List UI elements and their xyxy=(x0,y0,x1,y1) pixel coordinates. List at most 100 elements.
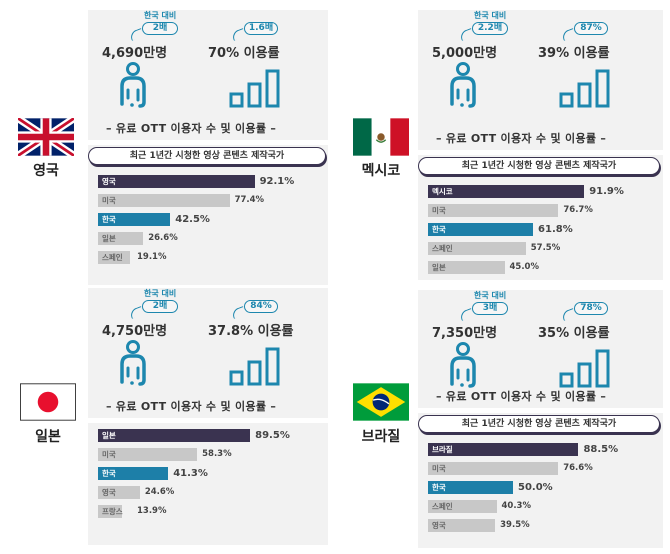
bar-value-label: 89.5% xyxy=(255,430,290,441)
bar-category-label: 영국 xyxy=(432,521,446,530)
usage-rate-suffix: 이용률 xyxy=(569,326,610,341)
usage-rate-number: 70% xyxy=(208,46,240,61)
bar-other xyxy=(98,232,144,245)
bar-category-label: 영국 xyxy=(102,488,116,497)
bar-other xyxy=(428,519,496,532)
person-icon xyxy=(116,340,150,392)
bar-home xyxy=(428,443,579,456)
bar-category-label: 스페인 xyxy=(432,244,453,253)
bar-value-label: 76.7% xyxy=(563,205,593,215)
usage-rate-number: 37.8% xyxy=(208,324,254,339)
content-origin-chart: 최근 1년간 시청한 영상 콘텐츠 제작국가 영국 92.1% 미국 77.4% 한국 42… xyxy=(88,145,328,285)
paid-subscribers-value: 4,690만명 xyxy=(102,46,168,61)
bar-category-label: 미국 xyxy=(102,450,116,459)
bar-value-label: 24.6% xyxy=(144,487,175,497)
bar-category-label: 영국 xyxy=(102,177,116,186)
chart-title: 최근 1년간 시청한 영상 콘텐츠 제작국가 xyxy=(418,157,660,175)
subscribers-vs-korea-badge: 2배 xyxy=(142,22,178,35)
usage-rate-value: 35% 이용률 xyxy=(538,322,610,341)
chart-title: 최근 1년간 시청한 영상 콘텐츠 제작국가 xyxy=(418,415,660,433)
bar-value-label: 88.5% xyxy=(583,444,619,455)
country-name: 영국 xyxy=(33,163,59,179)
usage-rate-value: 39% 이용률 xyxy=(538,42,610,61)
subscribers-vs-korea-badge: 2.2배 xyxy=(472,22,508,35)
content-origin-chart: 일본 89.5% 미국 58.3% 한국 41.3% 영국 24.6% 프랑스 13.9% xyxy=(88,423,328,545)
person-icon xyxy=(446,62,480,114)
bar-chart-icon xyxy=(228,68,292,112)
bar-value-label: 13.9% xyxy=(137,506,167,516)
bar-category-label: 멕시코 xyxy=(432,187,453,196)
bar-category-label: 일본 xyxy=(432,263,446,272)
usage-vs-korea-badge: 84% xyxy=(244,300,278,313)
bar-other xyxy=(98,194,230,207)
bar-value-label: 26.6% xyxy=(148,233,178,243)
bar-value-label: 19.1% xyxy=(137,252,167,262)
stats-subtitle: – 유료 OTT 이용자 수 및 이용률 – xyxy=(106,400,277,413)
bar-category-label: 일본 xyxy=(102,234,116,243)
bar-home xyxy=(98,175,255,188)
country-panel: 일본 한국 대비 2배 84% 4,750만명 37.8% 이용률 – 유료 OTT 이용자… xyxy=(0,280,335,554)
bar-other xyxy=(428,261,505,274)
brazil-flag-icon xyxy=(353,383,409,421)
bar-category-label: 스페인 xyxy=(102,253,123,262)
person-icon xyxy=(116,62,150,114)
stats-subtitle: – 유료 OTT 이용자 수 및 이용률 – xyxy=(436,390,607,403)
chart-title: 최근 1년간 시청한 영상 콘텐츠 제작국가 xyxy=(88,147,326,165)
person-icon xyxy=(446,342,480,394)
bar-other xyxy=(428,204,559,217)
bar-value-label: 61.8% xyxy=(538,224,573,235)
usage-rate-suffix: 이용률 xyxy=(253,324,294,339)
usage-rate-suffix: 이용률 xyxy=(239,46,280,61)
bar-value-label: 57.5% xyxy=(530,243,561,253)
usage-rate-suffix: 이용률 xyxy=(569,46,610,61)
country-name: 브라질 xyxy=(361,429,401,445)
bar-other xyxy=(98,251,131,264)
paid-subscribers-value: 5,000만명 xyxy=(432,46,498,61)
bar-value-label: 76.6% xyxy=(563,463,593,473)
bar-value-label: 50.0% xyxy=(518,482,553,493)
bar-category-label: 미국 xyxy=(432,464,446,473)
bar-korea xyxy=(98,467,169,480)
bar-value-label: 58.3% xyxy=(202,449,232,459)
bar-category-label: 브라질 xyxy=(432,445,453,454)
country-panel: 브라질 한국 대비 3배 78% 7,350만명 35% 이용률 – 유료 OTT 이용자 … xyxy=(335,280,670,554)
compare-korea-label: 한국 대비 xyxy=(474,291,507,300)
bar-other xyxy=(98,448,198,461)
bar-category-label: 스페인 xyxy=(432,502,453,511)
bar-korea xyxy=(428,223,534,236)
country-panel: 영국 한국 대비 2배 1.6배 4,690만명 70% 이용률 – 유료 OTT 이용자 … xyxy=(0,0,335,285)
bar-other xyxy=(428,500,497,513)
bar-category-label: 한국 xyxy=(102,469,116,478)
stats-subtitle: – 유료 OTT 이용자 수 및 이용률 – xyxy=(436,132,607,145)
bar-chart-icon xyxy=(228,346,292,390)
ott-stats-panel: 한국 대비 3배 78% 7,350만명 35% 이용률 – 유료 OTT 이용자 수 및… xyxy=(418,290,663,408)
bar-category-label: 한국 xyxy=(432,225,446,234)
usage-rate-value: 70% 이용률 xyxy=(208,42,280,61)
paid-subscribers-value: 4,750만명 xyxy=(102,324,168,339)
country-name: 멕시코 xyxy=(361,163,401,179)
bar-value-label: 91.9% xyxy=(589,186,624,197)
paid-subscribers-value: 7,350만명 xyxy=(432,326,498,341)
ott-stats-panel: 한국 대비 2.2배 87% 5,000만명 39% 이용률 – 유료 OTT 이용자 수… xyxy=(418,10,663,150)
bar-category-label: 미국 xyxy=(432,206,446,215)
bar-home xyxy=(98,429,251,442)
country-name: 일본 xyxy=(35,429,61,445)
bar-category-label: 미국 xyxy=(102,196,116,205)
bar-chart-icon xyxy=(558,348,622,392)
usage-rate-number: 35% xyxy=(538,326,570,341)
bar-other xyxy=(98,505,122,518)
bar-category-label: 한국 xyxy=(432,483,446,492)
bar-value-label: 40.3% xyxy=(501,501,532,511)
bar-category-label: 일본 xyxy=(102,431,116,440)
stats-subtitle: – 유료 OTT 이용자 수 및 이용률 – xyxy=(106,122,277,135)
bar-category-label: 프랑스 xyxy=(102,507,123,516)
country-panel: 멕시코 한국 대비 2.2배 87% 5,000만명 39% 이용률 – 유료 OTT 이용… xyxy=(335,0,670,280)
bar-chart-icon xyxy=(558,68,622,112)
usage-rate-value: 37.8% 이용률 xyxy=(208,320,294,339)
mexico-flag-icon xyxy=(353,118,409,156)
compare-korea-label: 한국 대비 xyxy=(144,11,177,20)
bar-value-label: 39.5% xyxy=(500,520,530,530)
bar-value-label: 42.5% xyxy=(175,214,210,225)
